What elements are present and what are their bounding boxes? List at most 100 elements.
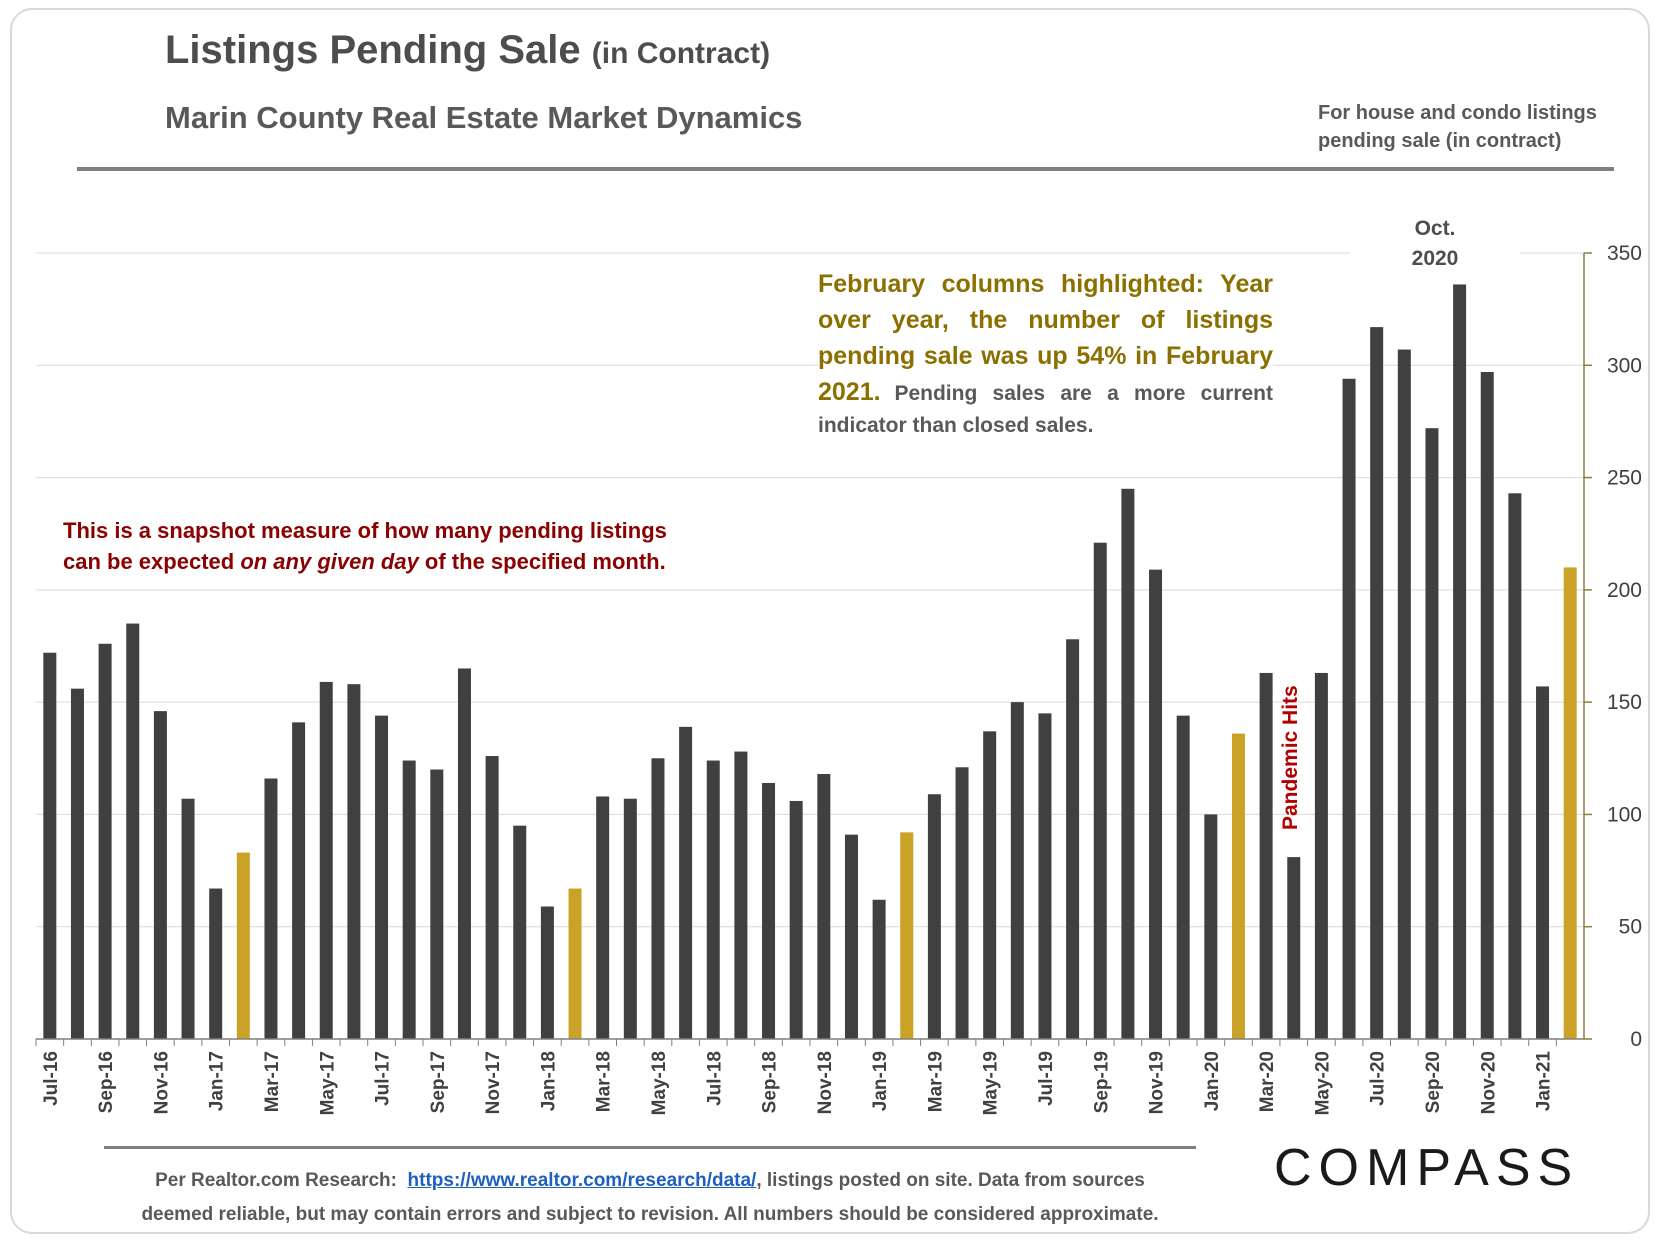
x-tick-label: May-19 <box>981 1051 1002 1115</box>
bar-sep-17 <box>430 769 444 1039</box>
x-tick-label: Sep-16 <box>96 1051 117 1113</box>
bar-sep-18 <box>762 782 776 1039</box>
pandemic-annotation: Pandemic Hits <box>1279 685 1302 830</box>
bar-nov-18 <box>817 774 831 1039</box>
bar-oct-19 <box>1121 488 1135 1039</box>
chart-subtitle: Marin County Real Estate Market Dynamics <box>165 100 803 135</box>
bar-jan-18 <box>540 906 554 1039</box>
bar-sep-19 <box>1093 542 1107 1039</box>
bar-aug-19 <box>1066 639 1080 1039</box>
x-tick-label: May-18 <box>649 1051 670 1115</box>
x-tick-label: Jul-18 <box>704 1051 725 1106</box>
bar-apr-19 <box>955 767 969 1039</box>
bar-aug-18 <box>734 751 748 1039</box>
scope-note-line1: For house and condo listings <box>1318 102 1597 124</box>
y-tick-label: 150 <box>1607 691 1642 714</box>
february-highlight-text: February columns highlighted: Year over … <box>818 270 1273 406</box>
bar-dec-19 <box>1176 715 1190 1039</box>
source-line1: Per Realtor.com Research: https://www.re… <box>100 1164 1200 1198</box>
bar-jul-18 <box>706 760 720 1039</box>
bar-may-20 <box>1314 672 1328 1039</box>
x-tick-label: Mar-20 <box>1257 1051 1278 1112</box>
x-tick-label: Jul-16 <box>41 1051 62 1106</box>
source-link[interactable]: https://www.realtor.com/research/data/ <box>407 1170 757 1191</box>
x-tick-label: Jul-19 <box>1036 1051 1057 1106</box>
bar-mar-20 <box>1259 672 1273 1039</box>
bar-jan-19 <box>872 899 886 1039</box>
snapshot-line2: can be expected on any given day of the … <box>63 546 667 577</box>
x-tick-label: Sep-18 <box>760 1051 781 1113</box>
bar-mar-19 <box>927 794 941 1039</box>
header-divider <box>77 167 1614 171</box>
bar-oct-16 <box>126 623 140 1039</box>
y-tick-label: 0 <box>1630 1028 1642 1051</box>
bar-feb-18 <box>568 888 582 1039</box>
bar-oct-20 <box>1453 284 1467 1039</box>
scope-note-line2: pending sale (in contract) <box>1318 130 1562 152</box>
bar-aug-16 <box>70 688 84 1039</box>
footer-divider <box>104 1146 1196 1149</box>
bar-aug-17 <box>402 760 416 1039</box>
x-tick-label: Jul-17 <box>373 1051 394 1106</box>
y-tick-label: 250 <box>1607 467 1642 490</box>
bar-jun-19 <box>1010 702 1024 1039</box>
bar-oct-17 <box>457 668 471 1039</box>
x-tick-label: May-20 <box>1312 1051 1333 1115</box>
x-tick-label: Jan-21 <box>1534 1051 1555 1112</box>
oct-label-line2: 2020 <box>1411 247 1459 270</box>
source-note: Per Realtor.com Research: https://www.re… <box>100 1164 1200 1232</box>
bar-nov-19 <box>1149 569 1163 1039</box>
scope-note: For house and condo listings pending sal… <box>1318 99 1618 155</box>
snapshot-line2-emphasis: on any given day <box>240 549 419 574</box>
bar-nov-16 <box>153 711 167 1039</box>
x-tick-label: Jan-17 <box>207 1051 228 1111</box>
snapshot-line2-a: can be expected <box>63 549 241 574</box>
x-tick-label: Mar-19 <box>925 1051 946 1112</box>
bar-jul-17 <box>375 715 389 1039</box>
bar-sep-20 <box>1425 428 1439 1039</box>
bar-feb-20 <box>1231 733 1245 1039</box>
bar-jan-20 <box>1204 814 1218 1039</box>
bar-may-17 <box>319 681 333 1039</box>
source-rest: , listings posted on site. Data from sou… <box>756 1170 1145 1191</box>
bar-nov-17 <box>485 756 499 1039</box>
compass-logo: COMPASS <box>1274 1139 1580 1197</box>
source-line2: deemed reliable, but may contain errors … <box>141 1204 1159 1225</box>
bar-dec-20 <box>1508 493 1522 1039</box>
snapshot-annotation: This is a snapshot measure of how many p… <box>63 515 667 577</box>
x-tick-label: May-17 <box>317 1051 338 1115</box>
bar-jul-16 <box>43 652 57 1039</box>
bar-jul-20 <box>1370 327 1384 1039</box>
snapshot-line1: This is a snapshot measure of how many p… <box>63 518 667 543</box>
x-tick-label: Nov-16 <box>151 1051 172 1114</box>
bar-mar-18 <box>596 796 610 1039</box>
bars <box>35 284 1577 1046</box>
oct-2020-label: Oct. 2020 <box>1350 214 1520 274</box>
bar-dec-16 <box>181 798 195 1039</box>
y-tick-label: 200 <box>1607 579 1642 602</box>
bar-jun-20 <box>1342 378 1356 1039</box>
x-tick-label: Nov-19 <box>1147 1051 1168 1114</box>
y-tick-label: 50 <box>1619 916 1642 939</box>
y-axis <box>36 253 1585 1040</box>
x-axis-labels: Jul-16 Sep-16 Nov-16 Jan-17 Mar-17 May-17 Jul-… <box>41 1051 1555 1116</box>
bar-jun-18 <box>679 726 693 1039</box>
chart-title: Listings Pending Sale (in Contract) <box>165 28 770 73</box>
bar-mar-17 <box>264 778 278 1039</box>
x-tick-label: Nov-18 <box>815 1051 836 1114</box>
bar-may-18 <box>651 758 665 1039</box>
x-tick-label: Sep-20 <box>1423 1051 1444 1113</box>
bar-apr-20 <box>1287 857 1301 1039</box>
x-tick-label: Sep-17 <box>428 1051 449 1113</box>
title-main: Listings Pending Sale <box>165 28 581 72</box>
x-tick-label: Jan-18 <box>538 1051 559 1111</box>
bar-apr-17 <box>292 722 306 1039</box>
bar-may-19 <box>983 731 997 1039</box>
bar-sep-16 <box>98 643 112 1039</box>
bar-feb-17 <box>236 852 250 1039</box>
x-tick-label: Jul-20 <box>1368 1051 1389 1106</box>
bar-dec-17 <box>513 825 527 1039</box>
y-axis-ticks: 0 50 100 150 200 250 300 350 <box>1584 242 1642 1051</box>
x-tick-label: Jan-20 <box>1202 1051 1223 1111</box>
